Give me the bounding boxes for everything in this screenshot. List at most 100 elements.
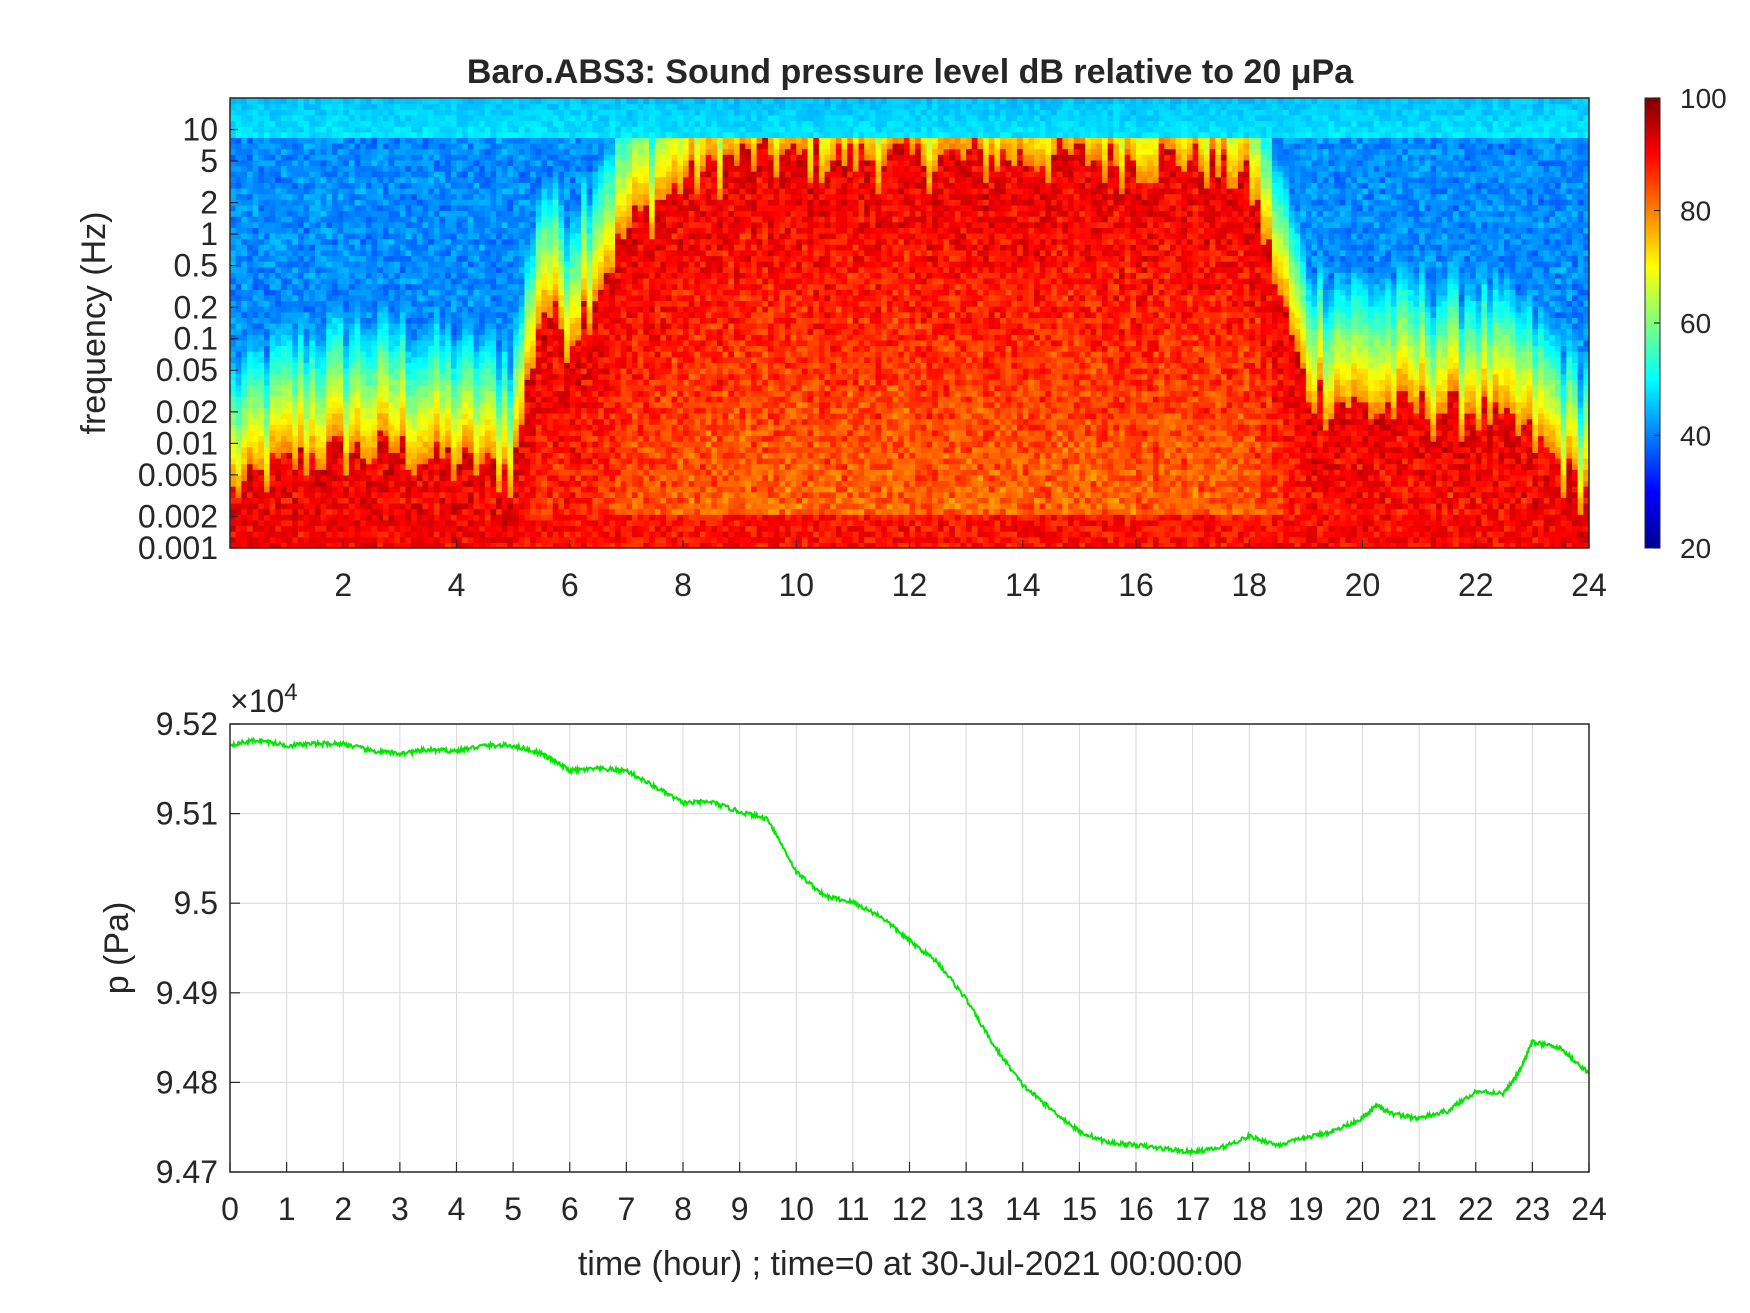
heatmap-cell [518, 306, 526, 313]
heatmap-cell [411, 435, 418, 442]
heatmap-cell [558, 497, 565, 504]
heatmap-cell [462, 323, 469, 330]
heatmap-cell [456, 542, 463, 548]
heatmap-cell [230, 368, 237, 375]
heatmap-cell [433, 508, 441, 515]
heatmap-cell [235, 294, 242, 302]
heatmap-cell [326, 249, 333, 257]
heatmap-cell [377, 193, 384, 200]
heatmap-cell [331, 362, 339, 369]
heatmap-cell [445, 294, 452, 302]
heatmap-cell [496, 446, 503, 453]
heatmap-cell [422, 379, 429, 386]
heatmap-cell [377, 452, 384, 459]
heatmap-cell [450, 193, 458, 200]
heatmap-cell [314, 519, 322, 527]
heatmap-cell [558, 109, 565, 116]
heatmap-cell [326, 210, 333, 217]
heatmap-cell [263, 238, 271, 245]
heatmap-cell [479, 109, 486, 116]
heatmap-cell [484, 165, 492, 172]
heatmap-cell [241, 525, 248, 532]
heatmap-cell [297, 165, 305, 172]
heatmap-cell [399, 429, 407, 437]
heatmap-cell [501, 233, 509, 240]
heatmap-cell [371, 351, 378, 358]
heatmap-cell [422, 306, 429, 313]
heatmap-cell [382, 328, 390, 335]
heatmap-cell [513, 266, 520, 273]
heatmap-cell [484, 98, 492, 105]
heatmap-cell [501, 126, 509, 133]
heatmap-cell [439, 109, 446, 116]
heatmap-cell [445, 317, 452, 324]
heatmap-cell [462, 390, 469, 397]
heatmap-cell [230, 542, 237, 548]
heatmap-cell [564, 458, 571, 465]
heatmap-cell [456, 289, 463, 296]
heatmap-cell [473, 317, 480, 324]
heatmap-cell [292, 154, 299, 161]
heatmap-cell [399, 413, 407, 420]
heatmap-cell [433, 114, 441, 122]
heatmap-cell [518, 497, 526, 504]
heatmap-cell [507, 458, 514, 465]
heatmap-cell [388, 255, 395, 262]
heatmap-cell [501, 474, 509, 482]
heatmap-cell [303, 407, 310, 414]
heatmap-cell [337, 435, 344, 442]
heatmap-cell [405, 148, 412, 155]
heatmap-cell [490, 508, 497, 515]
heatmap-cell [581, 356, 588, 363]
heatmap-cell [354, 216, 361, 223]
heatmap-cell [371, 283, 378, 290]
heatmap-cell [547, 120, 554, 127]
heatmap-cell [501, 435, 509, 442]
heatmap-cell [558, 165, 565, 172]
heatmap-cell [354, 345, 361, 352]
heatmap-cell [326, 188, 333, 195]
heatmap-cell [280, 143, 288, 150]
heatmap-cell [496, 114, 503, 122]
heatmap-cell [507, 165, 514, 172]
heatmap-cell [326, 283, 333, 290]
heatmap-cell [518, 137, 526, 144]
heatmap-cell [467, 182, 475, 189]
heatmap-cell [547, 317, 554, 324]
heatmap-cell [518, 148, 526, 155]
heatmap-cell [309, 469, 316, 476]
heatmap-cell [439, 435, 446, 442]
heatmap-cell [518, 238, 526, 245]
heatmap-cell [456, 249, 463, 257]
heatmap-cell [371, 508, 378, 515]
heatmap-cell [496, 390, 503, 397]
heatmap-cell [297, 272, 305, 279]
heatmap-cell [230, 401, 237, 408]
heatmap-cell [246, 109, 254, 116]
heatmap-cell [303, 542, 310, 548]
heatmap-cell [496, 424, 503, 431]
heatmap-cell [405, 137, 412, 144]
heatmap-cell [280, 474, 288, 482]
heatmap-cell [416, 407, 424, 414]
heatmap-cell [462, 114, 469, 122]
heatmap-cell [399, 328, 407, 335]
heatmap-cell [456, 368, 463, 375]
heatmap-cell [263, 514, 271, 521]
spectrogram-panel: Baro.ABS3: Sound pressure level dB relat… [75, 53, 1607, 603]
heatmap-cell [484, 407, 492, 414]
heatmap-cell [286, 154, 293, 161]
heatmap-cell [258, 407, 265, 414]
heatmap-cell [479, 255, 486, 262]
heatmap-cell [354, 362, 361, 369]
heatmap-cell [473, 272, 480, 279]
heatmap-cell [365, 148, 373, 155]
heatmap-cell [292, 103, 299, 110]
heatmap-cell [286, 368, 293, 375]
heatmap-cell [575, 508, 582, 515]
heatmap-cell [433, 413, 441, 420]
heatmap-cell [564, 384, 571, 392]
heatmap-cell [564, 300, 571, 307]
heatmap-cell [399, 233, 407, 240]
heatmap-cell [303, 188, 310, 195]
